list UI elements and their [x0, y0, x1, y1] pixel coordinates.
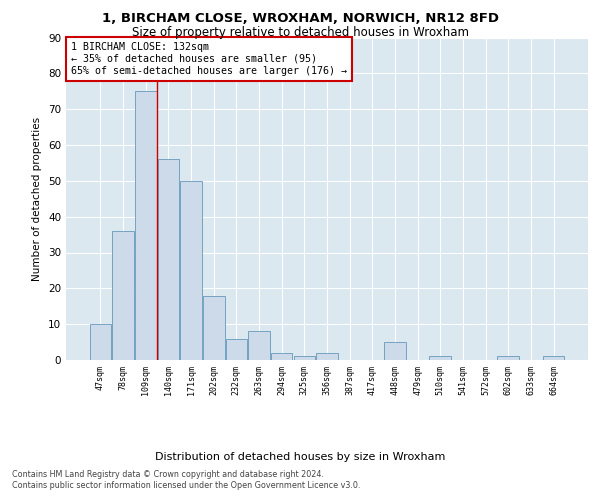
Text: 1, BIRCHAM CLOSE, WROXHAM, NORWICH, NR12 8FD: 1, BIRCHAM CLOSE, WROXHAM, NORWICH, NR12…: [101, 12, 499, 26]
Bar: [90, 324, 111, 360]
Bar: [543, 356, 564, 360]
Bar: [430, 356, 451, 360]
Bar: [316, 353, 338, 360]
Text: Distribution of detached houses by size in Wroxham: Distribution of detached houses by size …: [155, 452, 445, 462]
Bar: [226, 338, 247, 360]
Bar: [384, 342, 406, 360]
Bar: [293, 356, 315, 360]
Text: Contains HM Land Registry data © Crown copyright and database right 2024.: Contains HM Land Registry data © Crown c…: [12, 470, 324, 479]
Bar: [497, 356, 519, 360]
Bar: [112, 231, 134, 360]
Bar: [203, 296, 224, 360]
Text: Contains public sector information licensed under the Open Government Licence v3: Contains public sector information licen…: [12, 481, 361, 490]
Y-axis label: Number of detached properties: Number of detached properties: [32, 116, 43, 281]
Bar: [158, 160, 179, 360]
Text: 1 BIRCHAM CLOSE: 132sqm
← 35% of detached houses are smaller (95)
65% of semi-de: 1 BIRCHAM CLOSE: 132sqm ← 35% of detache…: [71, 42, 347, 76]
Bar: [271, 353, 292, 360]
Bar: [248, 332, 270, 360]
Text: Size of property relative to detached houses in Wroxham: Size of property relative to detached ho…: [131, 26, 469, 39]
Bar: [135, 91, 157, 360]
Bar: [181, 181, 202, 360]
